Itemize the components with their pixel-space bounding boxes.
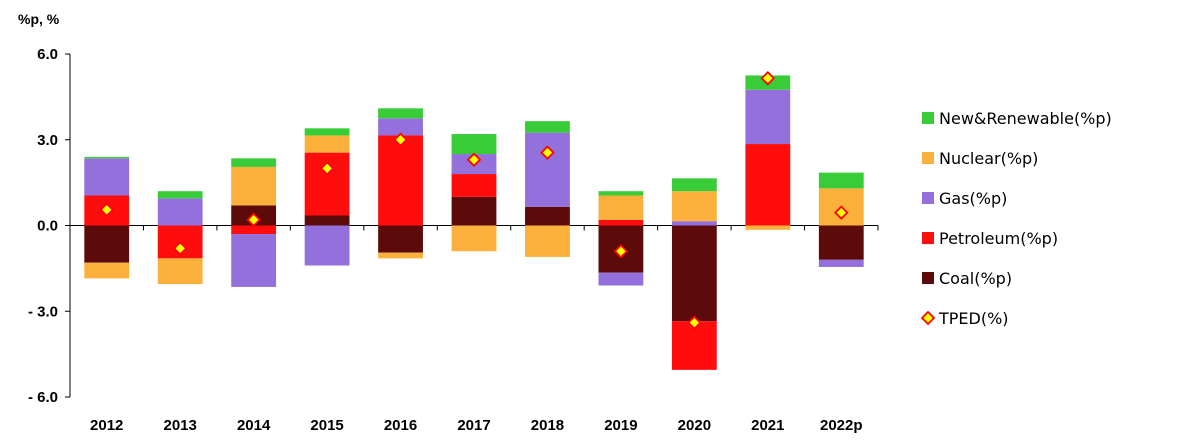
- bar-segment: [745, 89, 791, 145]
- x-tick-labels: 2012 2013 2014 2015 2016 2017 2018 2019 2020 2021…: [90, 417, 863, 434]
- bar-segment: [84, 225, 130, 263]
- x-tick-label: 2015: [310, 417, 343, 434]
- tped-marker: [833, 205, 849, 220]
- legend-swatch: [922, 272, 934, 284]
- bar-segment: [598, 191, 644, 196]
- tped-marker: [99, 202, 115, 218]
- bar-segment: [525, 132, 570, 207]
- bar-segment: [231, 225, 277, 235]
- x-tick-label: 2020: [678, 417, 711, 434]
- legend-swatch: [922, 232, 934, 244]
- bar-segment: [745, 225, 791, 230]
- bar-segment: [304, 128, 350, 136]
- bar-segment: [378, 252, 423, 259]
- legend-label: Gas(%p): [939, 189, 1007, 208]
- x-tick-label: 2014: [237, 417, 271, 434]
- bar-segment: [304, 215, 350, 226]
- tped-marker: [172, 241, 188, 256]
- legend-label: Nuclear(%p): [939, 149, 1038, 168]
- bar-segment: [157, 191, 203, 199]
- bar-segment: [525, 206, 570, 226]
- x-tick-label: 2022p: [820, 417, 863, 434]
- y-tick-label: 3.0: [37, 132, 58, 149]
- x-tick-label: 2017: [457, 417, 490, 434]
- bar-segment: [304, 135, 350, 153]
- tped-marker: [319, 161, 335, 176]
- y-tick-label: - 3.0: [28, 303, 58, 320]
- y-tick-label: - 6.0: [28, 389, 58, 406]
- bar-segment: [378, 118, 423, 136]
- bar-segment: [378, 135, 423, 226]
- bar-segment: [671, 221, 717, 226]
- bar-segment: [378, 225, 423, 253]
- tped-marker: [540, 145, 555, 160]
- x-tick-label: 2019: [604, 417, 637, 434]
- bar-segment: [745, 144, 791, 226]
- bar-segment: [451, 225, 497, 252]
- y-tick-label: 0.0: [37, 218, 58, 235]
- legend-swatch: [922, 192, 934, 204]
- x-tick-label: 2021: [751, 417, 784, 434]
- legend-swatch: [922, 152, 934, 164]
- tped-markers: [99, 71, 849, 330]
- x-tick-label: 2013: [163, 417, 196, 434]
- tped-marker: [613, 243, 629, 259]
- bar-segment: [304, 225, 350, 266]
- bar-segment: [598, 195, 644, 220]
- bar-segment: [525, 225, 570, 257]
- bar-segment: [598, 219, 644, 226]
- bar-segment: [671, 191, 717, 222]
- bar-segment: [378, 108, 423, 119]
- bar-segment: [231, 234, 277, 287]
- bar-segment: [157, 198, 203, 226]
- bar-segment: [451, 134, 497, 155]
- legend-label: New&Renewable(%p): [939, 109, 1112, 128]
- x-tick-label: 2018: [531, 417, 564, 434]
- bar-segment: [598, 272, 644, 286]
- tped-marker: [687, 315, 702, 330]
- x-tick-label: 2012: [90, 417, 123, 434]
- bar-segment: [671, 225, 717, 322]
- bar-segment: [671, 178, 717, 192]
- tped-marker: [246, 212, 261, 228]
- legend-label: TPED(%): [938, 309, 1009, 328]
- legend-swatch: [922, 112, 934, 124]
- bar-segment: [451, 174, 497, 197]
- legend: New&Renewable(%p) Nuclear(%p) Gas(%p) Petro…: [920, 109, 1112, 328]
- tped-marker: [466, 152, 482, 168]
- bar-segment: [231, 158, 277, 167]
- y-unit-label: %p, %: [18, 11, 60, 27]
- legend-marker: [920, 310, 936, 326]
- bar-segment: [525, 121, 570, 133]
- bar-segment: [231, 166, 277, 206]
- bar-segment: [818, 225, 864, 260]
- bar-segment: [84, 156, 130, 159]
- x-tick-label: 2016: [384, 417, 417, 434]
- bar-segment: [451, 196, 497, 226]
- bar-segment: [818, 259, 864, 267]
- tped-marker: [760, 71, 776, 86]
- bar-segment: [84, 262, 130, 279]
- bars: [84, 75, 864, 370]
- bar-segment: [157, 258, 203, 285]
- bar-segment: [84, 158, 130, 196]
- legend-label: Petroleum(%p): [939, 229, 1058, 248]
- y-tick-label: 6.0: [37, 46, 58, 63]
- bar-segment: [818, 172, 864, 189]
- tped-marker: [393, 132, 408, 148]
- legend-label: Coal(%p): [939, 269, 1012, 288]
